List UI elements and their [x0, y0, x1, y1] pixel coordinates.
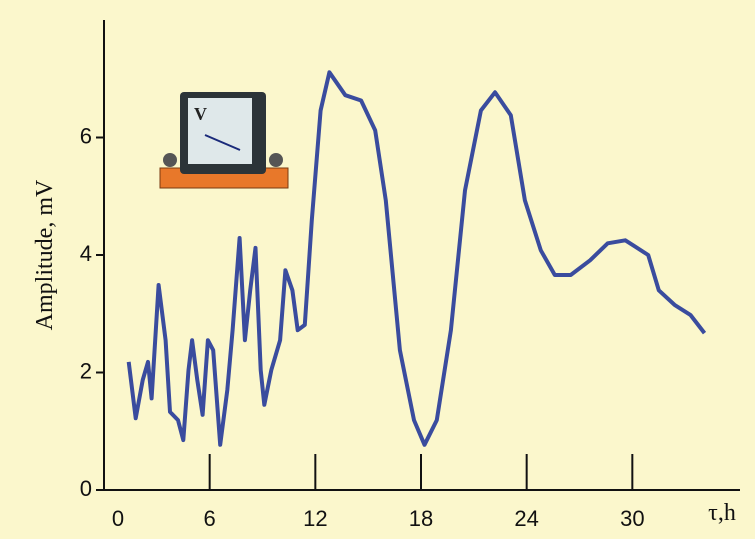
y-tick-label: 4: [80, 241, 92, 266]
terminal: [163, 153, 177, 167]
x-tick-label: 6: [204, 506, 216, 531]
x-tick-label: 0: [112, 506, 124, 531]
x-tick-label: 12: [303, 506, 327, 531]
meter-label: V: [194, 104, 207, 124]
background: [0, 0, 755, 539]
terminal: [269, 153, 283, 167]
x-axis-label: τ,h: [708, 500, 736, 526]
y-axis-label: Amplitude, mV: [32, 179, 58, 330]
x-tick-label: 30: [620, 506, 644, 531]
x-tick-label: 18: [409, 506, 433, 531]
chart: V Amplitude, mV τ,h 02460612182430: [0, 0, 755, 539]
y-tick-label: 6: [80, 123, 92, 148]
x-tick-label: 24: [514, 506, 538, 531]
y-tick-label: 0: [80, 476, 92, 501]
y-tick-label: 2: [80, 358, 92, 383]
